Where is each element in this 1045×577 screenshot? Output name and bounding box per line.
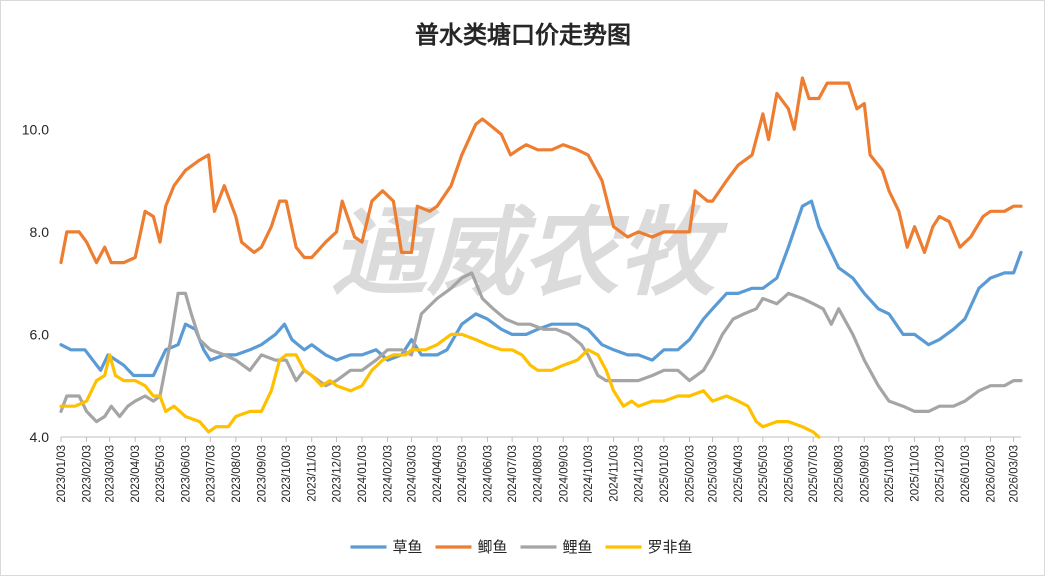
legend-label: 罗非鱼 xyxy=(648,538,693,556)
x-tick-label: 2026/01/03 xyxy=(960,445,972,503)
x-tick-label: 2025/12/03 xyxy=(934,445,946,503)
x-tick-label: 2025/05/03 xyxy=(758,445,770,503)
x-tick-label: 2023/06/03 xyxy=(181,445,193,503)
legend-label: 鲤鱼 xyxy=(563,538,593,556)
x-tick-label: 2023/11/03 xyxy=(307,445,319,502)
x-tick-label: 2024/06/03 xyxy=(482,445,494,503)
x-tick-label: 2024/04/03 xyxy=(432,445,444,503)
x-tick-label: 2024/11/03 xyxy=(609,445,621,502)
watermark-text: 通威农牧 xyxy=(331,197,729,309)
legend-label: 草鱼 xyxy=(393,538,423,556)
series-line-草鱼 xyxy=(59,199,1023,378)
y-tick-label: 4.0 xyxy=(30,429,50,445)
x-tick-label: 2023/08/03 xyxy=(231,445,243,503)
x-tick-label: 2023/05/03 xyxy=(155,445,167,503)
series-line-鲤鱼 xyxy=(59,271,1023,424)
y-tick-label: 6.0 xyxy=(30,326,50,342)
x-tick-label: 2023/03/03 xyxy=(105,445,117,503)
y-tick-label: 8.0 xyxy=(30,224,50,240)
x-tick-label: 2024/10/03 xyxy=(583,445,595,503)
y-tick-label: 10.0 xyxy=(22,121,49,137)
x-tick-label: 2026/03/03 xyxy=(1009,445,1021,503)
x-tick-label: 2025/07/03 xyxy=(808,445,820,503)
x-tick-label: 2025/01/03 xyxy=(659,445,671,503)
x-tick-label: 2024/03/03 xyxy=(407,445,419,503)
x-tick-label: 2024/09/03 xyxy=(558,445,570,503)
series-line-罗非鱼 xyxy=(59,332,821,439)
chart-title: 普水类塘口价走势图 xyxy=(415,21,631,49)
x-tick-label: 2023/01/03 xyxy=(56,445,68,503)
x-tick-label: 2023/12/03 xyxy=(331,445,343,503)
legend-label: 鲫鱼 xyxy=(478,538,508,556)
x-tick-label: 2025/08/03 xyxy=(834,445,846,503)
x-tick-label: 2024/01/03 xyxy=(357,445,369,503)
x-tick-label: 2024/05/03 xyxy=(457,445,469,503)
x-tick-label: 2024/07/03 xyxy=(507,445,519,503)
x-tick-label: 2024/08/03 xyxy=(533,445,545,503)
x-tick-label: 2023/10/03 xyxy=(281,445,293,503)
x-tick-label: 2023/02/03 xyxy=(82,445,94,503)
x-tick-label: 2025/03/03 xyxy=(708,445,720,503)
legend: 草鱼 鲫鱼 鲤鱼 罗非鱼 xyxy=(350,538,693,556)
x-tick-label: 2023/04/03 xyxy=(130,445,142,503)
x-tick-label: 2025/09/03 xyxy=(859,445,871,503)
x-tick-label: 2025/04/03 xyxy=(733,445,745,503)
x-tick-label: 2025/10/03 xyxy=(884,445,896,503)
x-tick-label: 2023/09/03 xyxy=(256,445,268,503)
series-line-鲫鱼 xyxy=(59,76,1023,265)
x-tick-label: 2024/02/03 xyxy=(383,445,395,503)
x-tick-label: 2025/02/03 xyxy=(684,445,696,503)
x-axis: 2023/01/03 2023/02/03 2023/03/03 2023/04/03… xyxy=(56,436,1021,503)
x-tick-label: 2025/11/03 xyxy=(910,445,922,502)
x-tick-label: 2024/12/03 xyxy=(633,445,645,503)
x-tick-label: 2025/06/03 xyxy=(783,445,795,503)
x-tick-label: 2023/07/03 xyxy=(205,445,217,503)
y-axis: 4.0 6.0 8.0 10.0 xyxy=(22,121,49,445)
x-tick-label: 2026/02/03 xyxy=(985,445,997,503)
series-group xyxy=(59,76,1023,439)
